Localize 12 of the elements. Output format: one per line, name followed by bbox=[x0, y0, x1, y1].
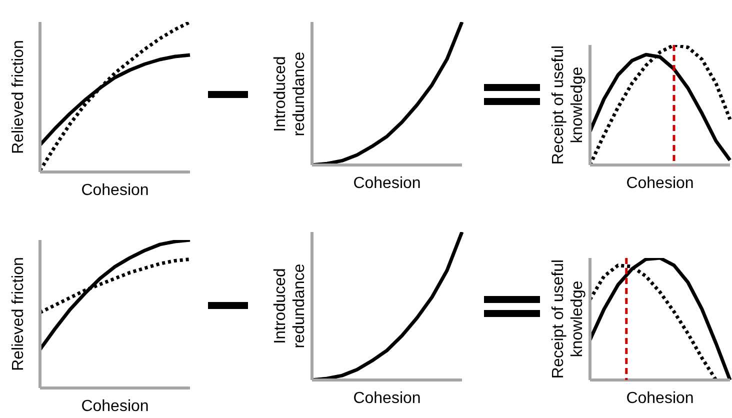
y-axis-title: Receipt of useful knowledge bbox=[549, 258, 587, 381]
y-axis-title: Relieved friction bbox=[8, 40, 28, 154]
y-axis-title: Receipt of useful knowledge bbox=[549, 44, 587, 167]
x-axis-title: Cohesion bbox=[625, 390, 695, 408]
x-axis-title: Cohesion bbox=[80, 398, 150, 416]
x-axis-title: Cohesion bbox=[625, 175, 695, 193]
x-axis-title: Cohesion bbox=[352, 175, 422, 193]
y-axis-title: Relieved friction bbox=[8, 257, 28, 371]
x-axis-title: Cohesion bbox=[80, 182, 150, 200]
y-axis-title: Introduced redundance bbox=[271, 50, 309, 138]
y-axis-title: Introduced redundance bbox=[271, 262, 309, 350]
x-axis-title: Cohesion bbox=[352, 390, 422, 408]
